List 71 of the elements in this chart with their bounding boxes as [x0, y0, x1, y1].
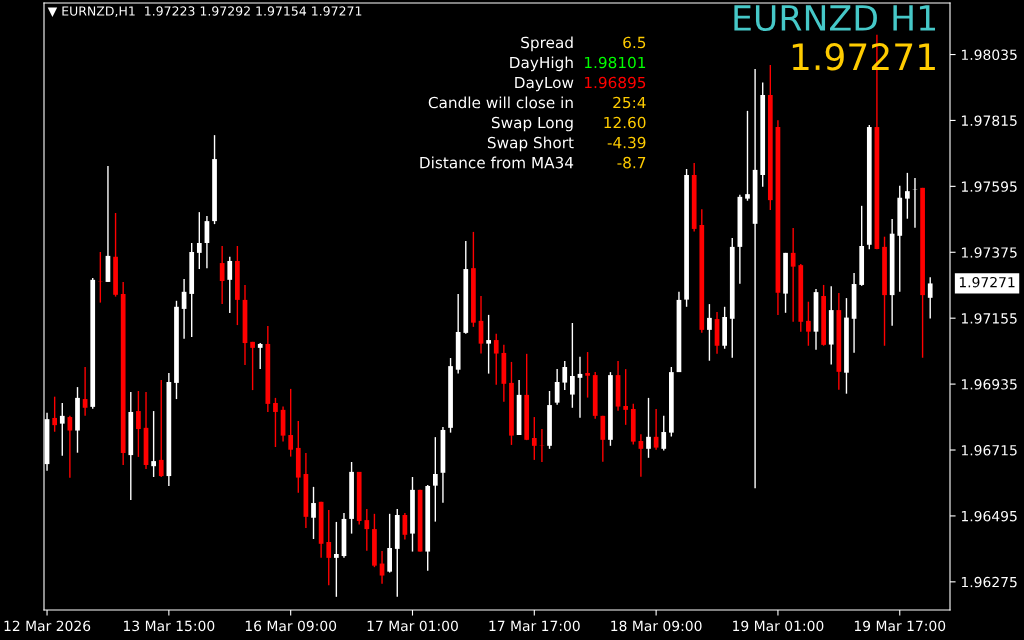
annotation: 1.96895 — [584, 76, 646, 89]
y-tick-label: 1.97815 — [961, 115, 1017, 126]
y-tick-label: 1.96935 — [961, 379, 1017, 390]
candlestick — [97, 251, 103, 304]
x-tick-label: 17 Mar 01:00 — [367, 620, 458, 632]
annotation: Candle will close in — [428, 96, 573, 109]
candlestick — [158, 379, 164, 478]
candlestick — [334, 521, 339, 598]
y-tick-label: 1.97155 — [961, 313, 1017, 324]
candlestick — [927, 276, 933, 320]
candlestick — [623, 368, 629, 426]
annotation: 1.98101 — [584, 56, 646, 69]
candlestick — [539, 428, 545, 463]
candlestick — [493, 333, 499, 386]
x-tick-label: 19 Mar 01:00 — [733, 620, 824, 632]
annotation: Swap Short — [487, 136, 574, 152]
x-tick-label: 16 Mar 09:00 — [245, 620, 337, 632]
annotation: 6.5 — [623, 36, 646, 49]
candlestick — [273, 397, 278, 448]
x-tick-label: 17 Mar 17:00 — [489, 620, 580, 632]
y-tick-label: 1.98035 — [961, 49, 1017, 61]
x-tick-label: 13 Mar 15:00 — [124, 620, 215, 632]
candlestick — [136, 390, 141, 458]
y-tick-label: 1.97595 — [961, 181, 1017, 192]
annotation: Distance from MA34 — [420, 156, 574, 169]
y-tick-label: 1.96715 — [961, 444, 1017, 456]
candlestick — [257, 342, 263, 370]
annotation: Swap Long — [491, 116, 573, 132]
annotation: 12.60 — [604, 116, 646, 129]
candlestick — [646, 397, 651, 459]
candlestick — [219, 245, 225, 305]
candlestick — [196, 211, 202, 270]
candlestick — [745, 110, 750, 202]
annotation: DayLow — [515, 76, 574, 92]
x-tick-label: 19 Mar 17:00 — [854, 620, 946, 632]
x-tick-label: 12 Mar 2026 — [4, 620, 91, 632]
candlestick — [387, 513, 393, 574]
chart-title: ▼ EURNZD,H1 1.97223 1.97292 1.97154 1.97271 — [47, 6, 362, 18]
annotation: Spread — [521, 36, 573, 52]
candlestick — [554, 368, 560, 406]
annotation: -4.39 — [607, 136, 646, 149]
candlestick — [326, 509, 332, 586]
candlestick — [661, 415, 667, 452]
x-tick-label: 18 Mar 09:00 — [611, 620, 702, 632]
y-tick-label: 1.97375 — [961, 247, 1017, 258]
candlestick — [905, 172, 910, 220]
candlestick — [531, 416, 537, 461]
candlestick — [227, 256, 233, 314]
candlestick — [585, 351, 590, 399]
candlestick — [707, 303, 712, 362]
candlestick — [311, 486, 316, 540]
text: 1.97271 — [959, 276, 1015, 288]
candlestick — [806, 301, 811, 347]
candlestick — [52, 395, 58, 433]
candlestick — [570, 322, 575, 409]
annotation: 25:4 — [613, 96, 646, 109]
y-tick-label: 1.96495 — [961, 510, 1017, 522]
candlestick — [59, 402, 65, 457]
candlestick — [250, 341, 255, 391]
candlestick — [364, 508, 370, 552]
candlestick — [151, 410, 156, 478]
chart-subtitle: EURNZD H1 — [734, 5, 936, 32]
annotation: DayHigh — [510, 56, 573, 72]
candlestick — [562, 360, 568, 391]
candlestick — [600, 415, 606, 463]
candlestick — [432, 436, 438, 523]
annotation: -8.7 — [617, 156, 646, 169]
y-tick-label: 1.96275 — [961, 576, 1017, 588]
candlestick — [790, 227, 796, 323]
candlestick — [288, 388, 294, 458]
candlestick — [486, 314, 491, 375]
